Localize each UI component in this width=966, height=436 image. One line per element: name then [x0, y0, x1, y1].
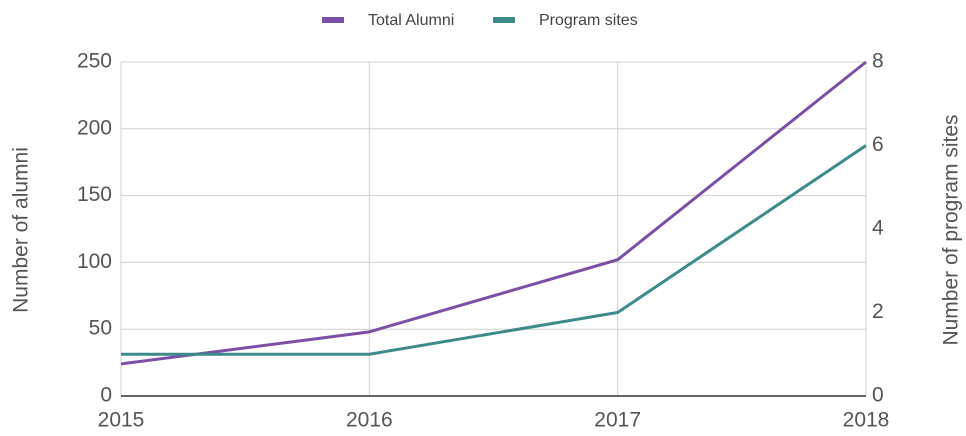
y-tick-label: 100	[77, 250, 112, 273]
y-axis-title: Number of alumni	[10, 147, 33, 313]
legend-label: Total Alumni	[368, 12, 454, 29]
y-tick-label: 0	[100, 384, 112, 407]
x-tick-label: 2017	[594, 409, 641, 432]
y-tick-label: 200	[77, 116, 112, 139]
x-tick-label: 2016	[346, 409, 393, 432]
legend-label: Program sites	[539, 12, 638, 29]
y2-tick-label: 4	[872, 217, 884, 240]
y-tick-label: 250	[77, 50, 112, 73]
y2-tick-label: 6	[872, 133, 884, 156]
y2-axis-title: Number of program sites	[940, 114, 963, 345]
series-line	[120, 60, 867, 366]
x-tick-label: 2015	[98, 409, 145, 432]
y2-tick-label: 2	[872, 300, 884, 323]
x-tick-label: 2018	[843, 409, 890, 432]
y-tick-label: 50	[89, 317, 112, 340]
y-tick-label: 150	[77, 183, 112, 206]
y2-tick-label: 8	[872, 50, 884, 73]
series-line	[121, 144, 867, 356]
legend-swatch	[493, 17, 515, 23]
legend-swatch	[322, 17, 344, 23]
y2-tick-label: 0	[872, 384, 884, 407]
